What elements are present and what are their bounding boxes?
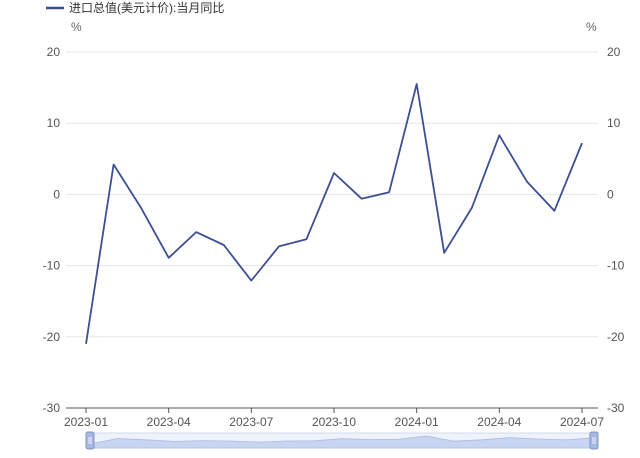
y-tick-label-right: 10 bbox=[607, 116, 621, 130]
grid bbox=[66, 51, 598, 409]
x-tick-label: 2024-07 bbox=[560, 415, 604, 429]
data-point[interactable] bbox=[111, 162, 116, 167]
y-axis-left: 20 10 0 -10 -20 -30 bbox=[43, 45, 61, 415]
data-point[interactable] bbox=[276, 244, 281, 249]
data-point[interactable] bbox=[442, 250, 447, 255]
x-tick-label: 2024-01 bbox=[395, 415, 439, 429]
data-point[interactable] bbox=[497, 133, 502, 138]
data-point[interactable] bbox=[387, 190, 392, 195]
x-tick-label: 2023-07 bbox=[229, 415, 273, 429]
data-point[interactable] bbox=[304, 237, 309, 242]
y-tick-label-left: 0 bbox=[53, 187, 60, 201]
data-point[interactable] bbox=[249, 278, 254, 283]
data-zoom-slider[interactable] bbox=[85, 431, 599, 450]
y-tick-label-right: 20 bbox=[607, 45, 621, 59]
data-point[interactable] bbox=[552, 208, 557, 213]
y-axis-right: 20 10 0 -10 -20 -30 bbox=[607, 45, 625, 415]
legend[interactable]: 进口总值(美元计价):当月同比 bbox=[46, 0, 224, 15]
y-tick-label-left: -10 bbox=[43, 259, 61, 273]
data-point[interactable] bbox=[524, 179, 529, 184]
data-point[interactable] bbox=[332, 171, 337, 176]
data-point[interactable] bbox=[469, 205, 474, 210]
y-axis-unit-left: % bbox=[71, 20, 82, 34]
legend-label: 进口总值(美元计价):当月同比 bbox=[69, 0, 224, 15]
y-tick-label-right: 0 bbox=[607, 187, 614, 201]
y-tick-label-right: -30 bbox=[607, 401, 625, 415]
series-group bbox=[84, 82, 585, 346]
y-tick-label-left: 20 bbox=[47, 45, 61, 59]
data-point[interactable] bbox=[139, 205, 144, 210]
x-tick-label: 2023-10 bbox=[312, 415, 356, 429]
x-tick-label: 2023-04 bbox=[147, 415, 191, 429]
x-tick-label: 2023-01 bbox=[64, 415, 108, 429]
x-axis: 2023-01 2023-04 2023-07 2023-10 2024-01 2024-… bbox=[64, 408, 604, 429]
data-point[interactable] bbox=[194, 230, 199, 235]
zoom-handle-left[interactable] bbox=[85, 431, 95, 450]
y-tick-label-left: -30 bbox=[43, 401, 61, 415]
data-point[interactable] bbox=[580, 141, 585, 146]
data-point[interactable] bbox=[166, 255, 171, 260]
data-point[interactable] bbox=[414, 82, 419, 87]
x-tick-label: 2024-04 bbox=[477, 415, 521, 429]
y-tick-label-right: -10 bbox=[607, 259, 625, 273]
data-point[interactable] bbox=[84, 341, 89, 346]
zoom-preview-area bbox=[89, 435, 595, 449]
y-tick-label-left: 10 bbox=[47, 116, 61, 130]
series-line bbox=[85, 83, 583, 345]
y-tick-label-right: -20 bbox=[607, 330, 625, 344]
y-tick-label-left: -20 bbox=[43, 330, 61, 344]
data-point[interactable] bbox=[359, 196, 364, 201]
y-axis-unit-right: % bbox=[586, 20, 597, 34]
data-point[interactable] bbox=[221, 242, 226, 247]
zoom-handle-right[interactable] bbox=[589, 431, 599, 450]
